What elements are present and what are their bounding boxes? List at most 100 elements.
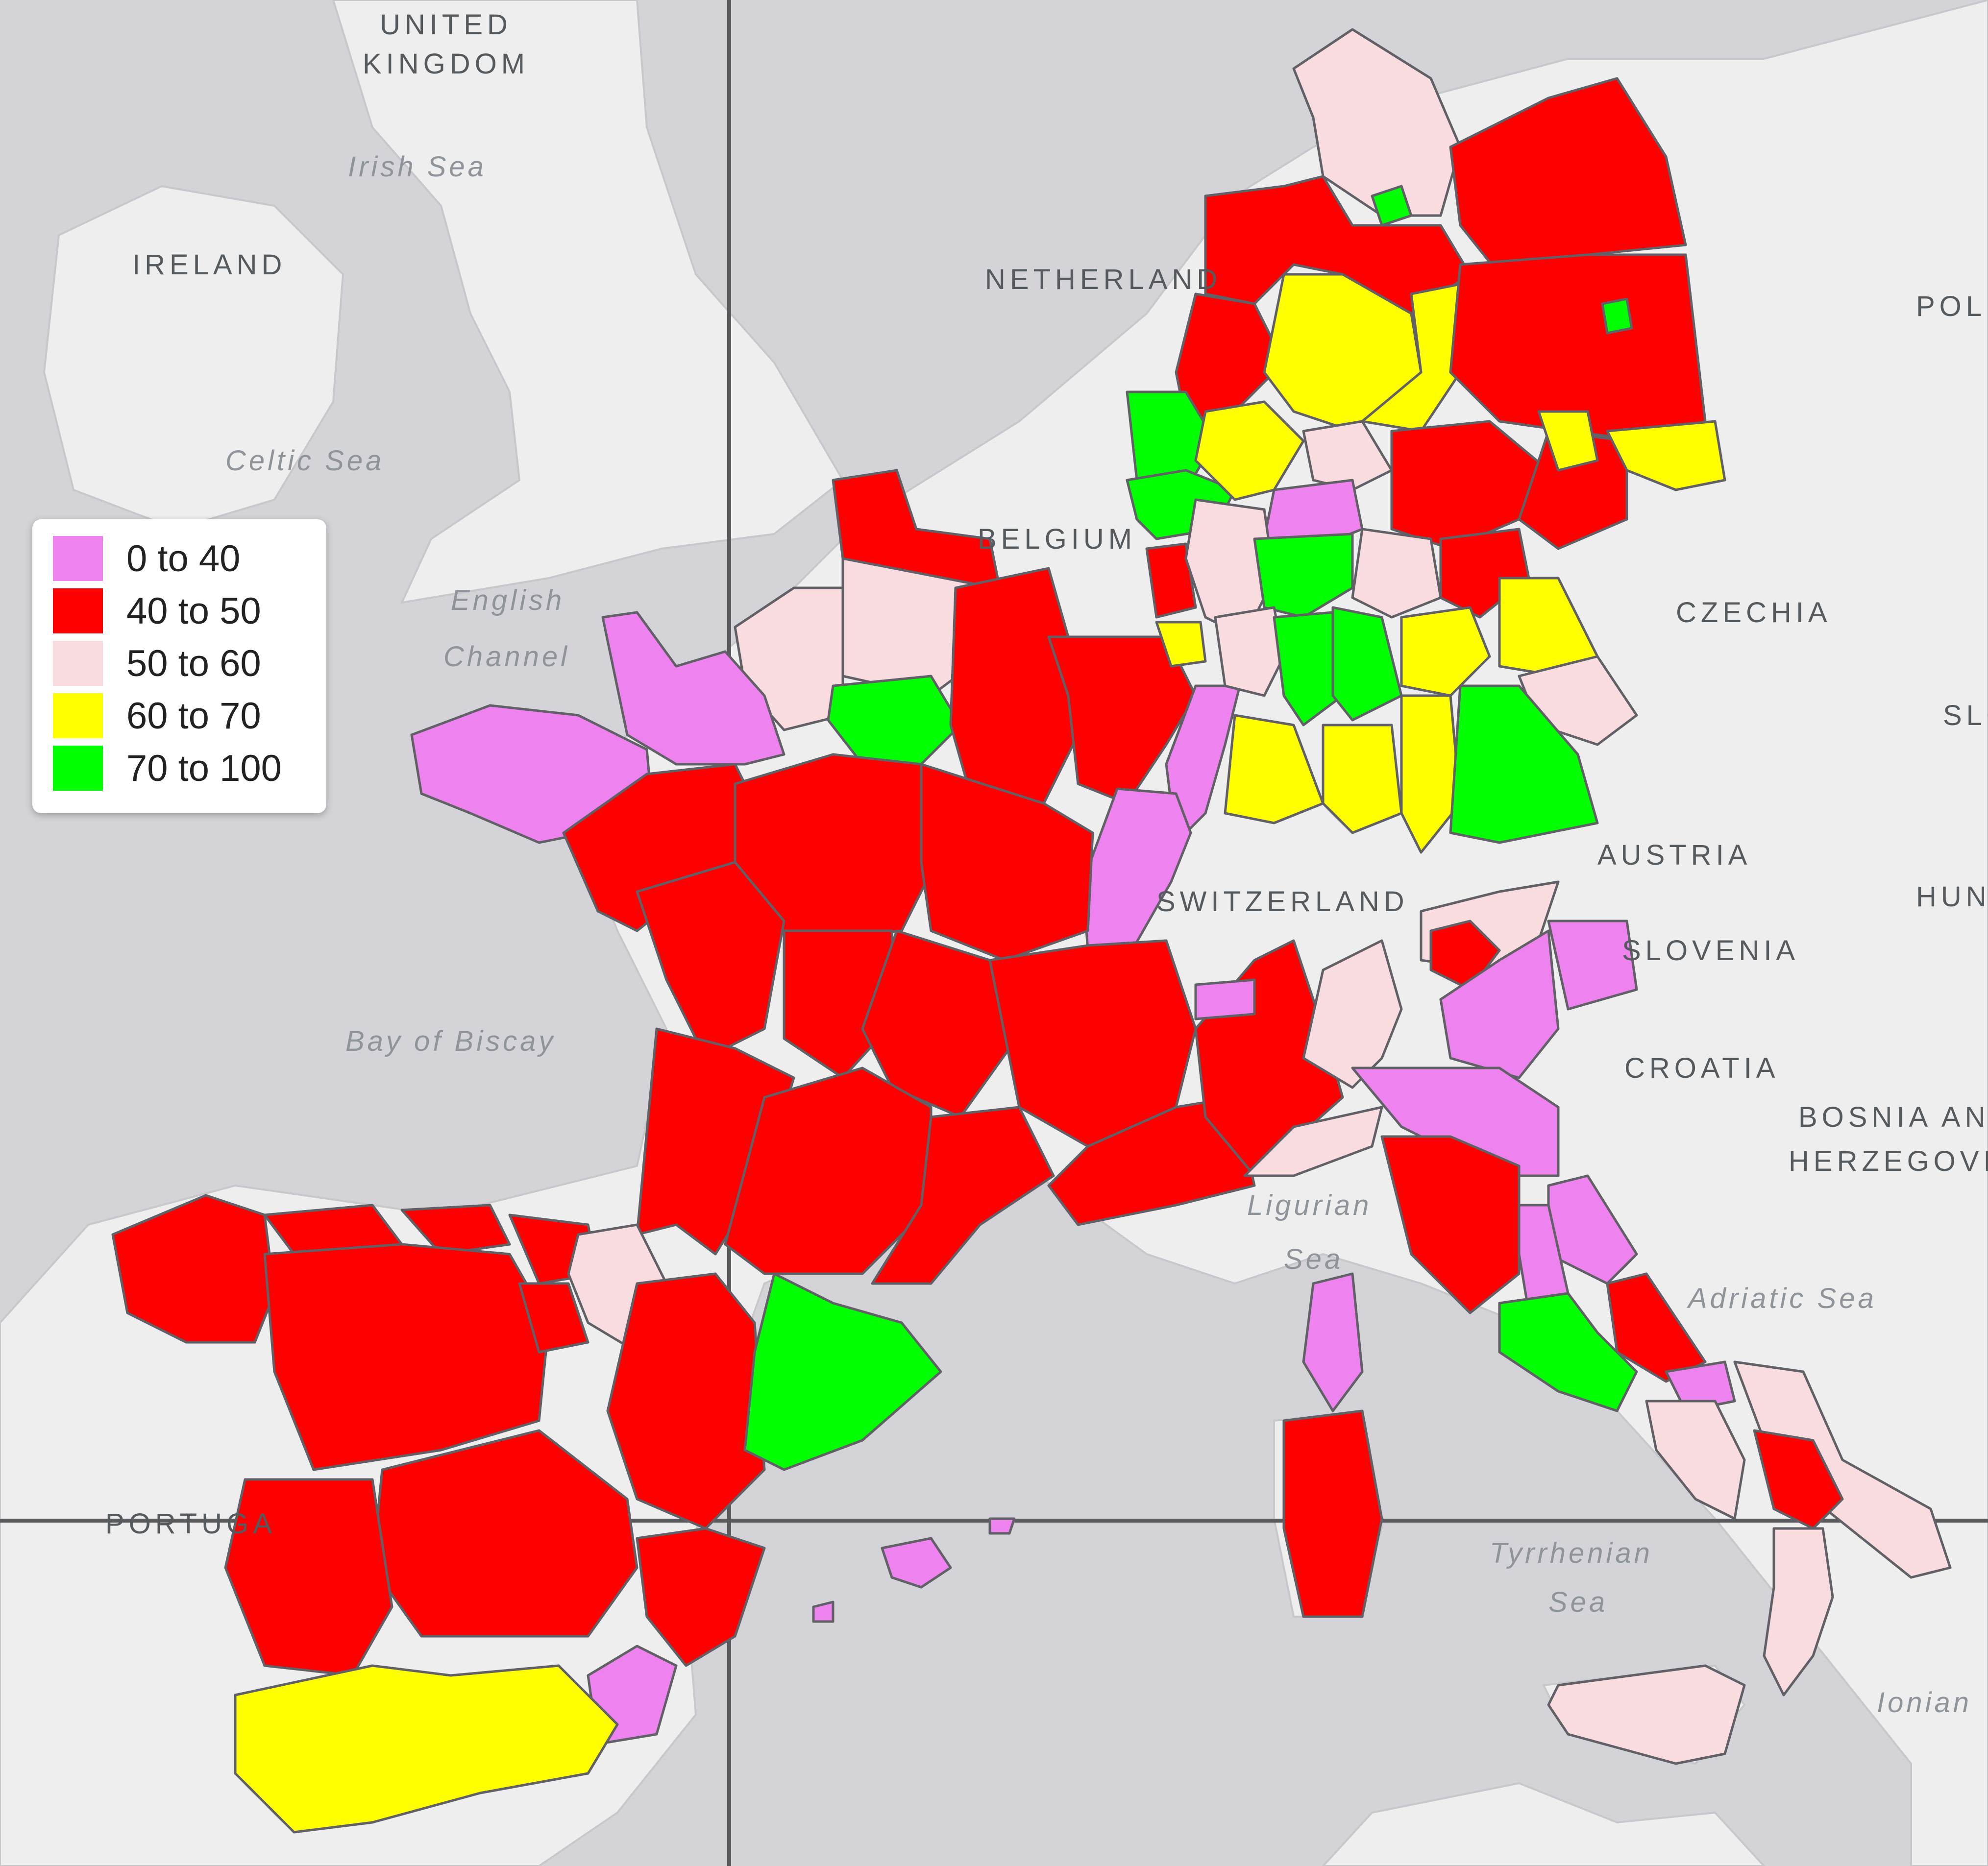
legend-swatch [53,588,103,633]
label-slovenia: SLOVENIA [1622,935,1799,967]
legend-item-40-50: 40 to 50 [53,586,261,635]
region-mecklenburg[interactable] [1449,77,1687,276]
region-molise[interactable] [1665,1360,1736,1412]
region-oberbayern[interactable] [1449,684,1599,844]
region-languedoc[interactable] [871,1106,1055,1285]
region-lombardia[interactable] [1439,929,1560,1079]
region-sicilia[interactable] [1547,1664,1746,1765]
region-baleares-mallorca[interactable] [881,1537,952,1589]
region-tuebingen[interactable] [1322,724,1403,834]
region-lausitz[interactable] [1606,420,1726,491]
region-baleares-menorca[interactable] [988,1517,1016,1535]
region-rhone-alpes[interactable] [988,939,1197,1148]
label-adriatic: Adriatic Sea [1687,1283,1877,1314]
legend-item-70-100: 70 to 100 [53,744,282,793]
region-calabria[interactable] [1763,1527,1834,1696]
region-hamburg-area[interactable] [1371,185,1413,227]
label-irish-sea: Irish Sea [348,151,487,183]
region-aragon[interactable] [606,1272,766,1530]
region-liguria[interactable] [1243,1106,1383,1177]
region-berlin[interactable] [1601,297,1633,335]
region-freiburg[interactable] [1224,714,1325,824]
region-paca[interactable] [1047,1096,1256,1226]
label-slovakia: SLO [1943,700,1988,731]
legend-item-50-60: 50 to 60 [53,639,261,688]
label-poland: POL [1916,291,1986,322]
label-biscay: Bay of Biscay [345,1025,556,1057]
legend-label: 40 to 50 [126,590,261,632]
region-piemonte[interactable] [1302,939,1403,1089]
region-castilla-leon[interactable] [263,1243,550,1471]
legend-label: 50 to 60 [126,642,261,684]
label-ireland: IRELAND [132,249,286,281]
region-galicia[interactable] [111,1194,276,1344]
label-united: UNITED [380,9,512,41]
label-herzegovina: HERZEGOVI [1789,1145,1988,1177]
region-aosta[interactable] [1194,978,1256,1020]
region-champagne[interactable] [949,567,1080,805]
region-cantabria[interactable] [400,1204,511,1256]
label-belgium: BELGIUM [978,523,1136,555]
label-czechia: CZECHIA [1676,597,1832,629]
region-andalucia[interactable] [234,1664,619,1834]
region-emilia[interactable] [1351,1066,1560,1177]
region-hessen-north[interactable] [1302,420,1393,491]
region-hessen-south[interactable] [1253,533,1354,619]
region-valencia[interactable] [636,1527,766,1667]
regions [111,28,1952,1834]
label-kingdom: KINGDOM [363,48,529,80]
legend-swatch [53,746,103,791]
region-karlsruhe[interactable] [1214,606,1285,697]
country-labels: UNITED KINGDOM IRELAND NETHERLAND BELGIU… [105,9,1988,1540]
label-portugal: PORTUGA [105,1508,276,1540]
legend-swatch [53,693,103,738]
region-schleswig[interactable] [1292,28,1462,217]
legend-label: 70 to 100 [126,747,282,789]
region-friuli[interactable] [1547,920,1638,1011]
label-bosnia: BOSNIA AN [1798,1101,1988,1133]
region-trier[interactable] [1145,542,1197,619]
label-tyrrhenian: Tyrrhenian [1490,1537,1653,1569]
region-rioja[interactable] [518,1282,589,1354]
legend-label: 0 to 40 [126,537,241,580]
label-celtic-sea: Celtic Sea [225,445,384,477]
region-poitou-charentes[interactable] [636,861,785,1060]
region-basse-normandie[interactable] [601,611,785,766]
legend-item-60-70: 60 to 70 [53,691,261,740]
region-dresden[interactable] [1537,410,1599,472]
label-channel: Channel [443,641,570,673]
region-campania[interactable] [1645,1400,1746,1520]
label-ligurian: Ligurian [1247,1189,1372,1221]
legend-swatch [53,536,103,581]
sea-labels: Irish Sea Celtic Sea English Channel Bay… [225,151,1972,1719]
region-lazio[interactable] [1498,1292,1638,1412]
region-unterfranken[interactable] [1351,528,1442,619]
region-stuttgart[interactable] [1273,611,1344,727]
region-midi-pyrenees[interactable] [724,1066,933,1275]
label-switzerland: SWITZERLAND [1156,886,1409,918]
region-cataluna[interactable] [743,1272,942,1471]
region-toscana[interactable] [1380,1135,1521,1314]
label-english: English [451,584,564,616]
region-sardegna[interactable] [1282,1409,1383,1618]
region-corsica[interactable] [1302,1272,1364,1412]
legend-item-0-40: 0 to 40 [53,534,240,583]
label-hungary: HUN [1916,881,1988,913]
label-tyrrhenian-sea: Sea [1548,1586,1608,1618]
region-oberpfalz[interactable] [1400,606,1491,697]
label-ionian: Ionian [1877,1687,1972,1719]
ireland-land [43,185,344,531]
region-bourgogne[interactable] [920,763,1094,962]
label-netherlands: NETHERLAND [985,264,1222,295]
legend-label: 60 to 70 [126,695,261,737]
great-britain-land [332,0,844,604]
label-austria: AUSTRIA [1597,839,1751,871]
region-mittelfranken[interactable] [1331,606,1403,722]
region-baleares-ibiza[interactable] [812,1600,834,1623]
region-saarland[interactable] [1155,621,1207,668]
region-basilicata[interactable] [1753,1429,1844,1530]
region-schwaben[interactable] [1400,694,1462,854]
legend-swatch [53,641,103,686]
map-legend: 0 to 40 40 to 50 50 to 60 60 to 70 70 to… [32,519,326,813]
